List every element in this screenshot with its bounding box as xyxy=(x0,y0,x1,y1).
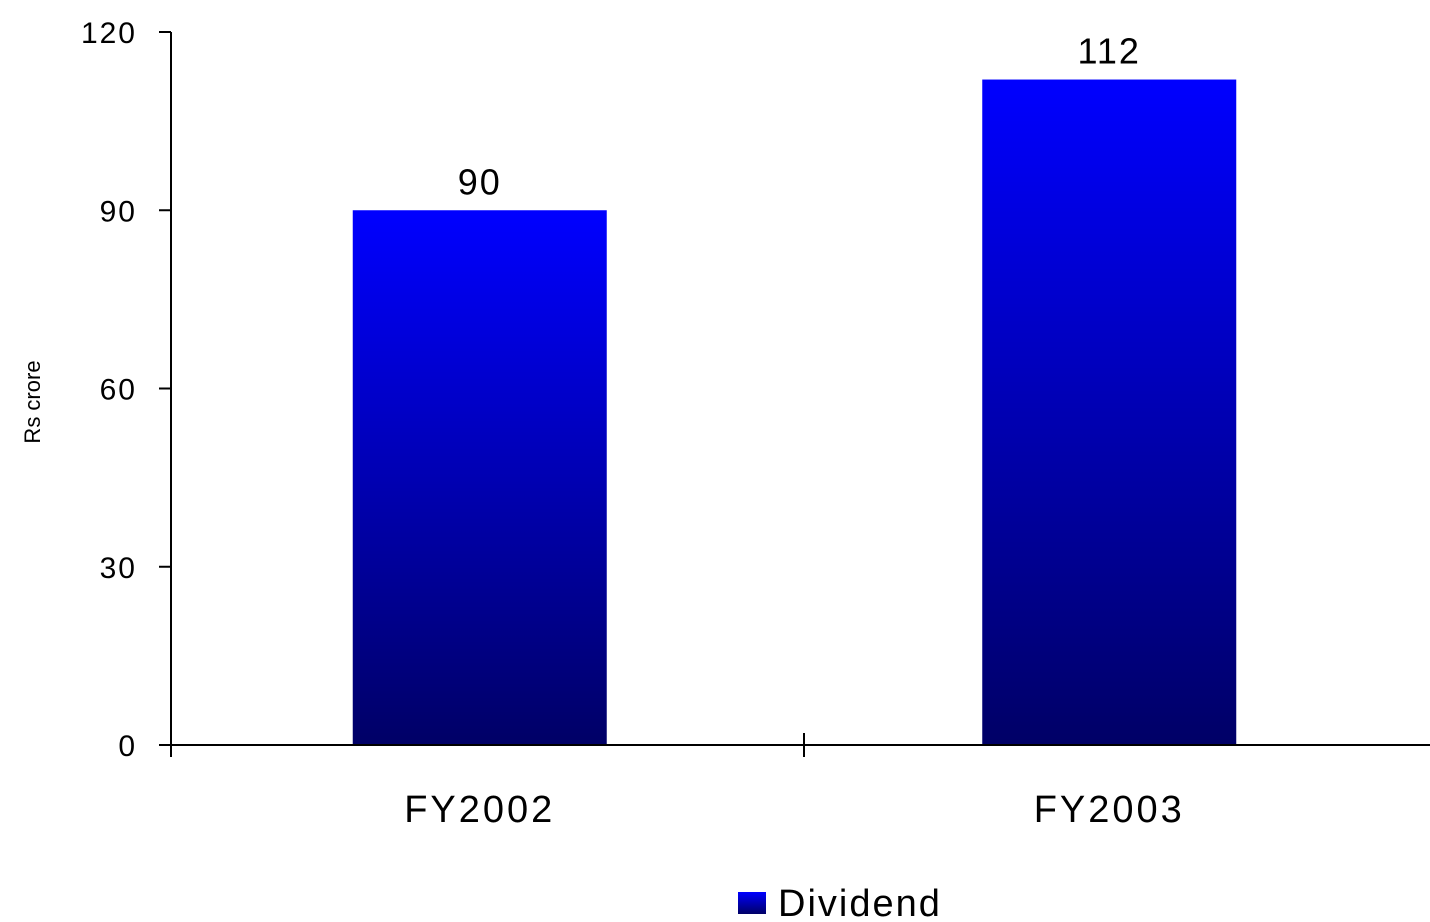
legend-label-dividend: Dividend xyxy=(778,883,942,922)
bar-fy2002 xyxy=(352,210,607,745)
y-tick-label: 30 xyxy=(100,552,137,585)
y-axis-ticks: 0 30 60 90 120 xyxy=(81,17,171,763)
y-axis-title: Rs crore xyxy=(20,360,45,443)
bars xyxy=(352,79,1237,746)
data-label-fy2002: 90 xyxy=(458,161,502,202)
y-tick-label: 90 xyxy=(100,195,137,228)
x-category-label-fy2003: FY2003 xyxy=(1034,789,1185,831)
data-labels: 90 112 xyxy=(458,31,1141,203)
y-tick-label: 0 xyxy=(118,730,137,763)
legend: Dividend xyxy=(738,883,942,922)
y-tick-label: 60 xyxy=(100,374,137,407)
y-tick-label: 120 xyxy=(81,17,137,50)
data-label-fy2003: 112 xyxy=(1078,31,1141,72)
bar-fy2003 xyxy=(982,79,1237,746)
x-axis-categories: FY2002 FY2003 xyxy=(404,789,1185,831)
legend-swatch-dividend xyxy=(738,892,766,914)
x-category-label-fy2002: FY2002 xyxy=(404,789,555,831)
